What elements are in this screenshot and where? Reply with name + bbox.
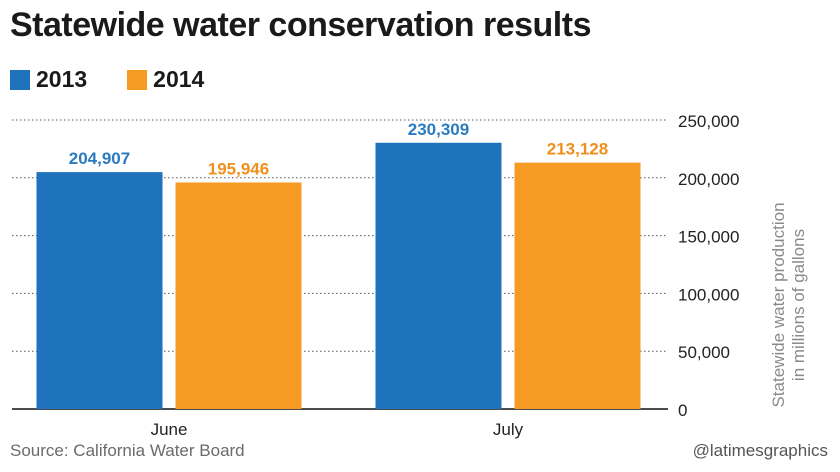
bar-july-2013 — [375, 142, 502, 409]
legend-item-2013: 2013 — [10, 66, 87, 93]
y-axis-label-line-2: in millions of gallons — [789, 229, 808, 381]
chart-title: Statewide water conservation results — [10, 6, 591, 44]
y-tick-label-150000: 150,000 — [678, 228, 739, 247]
y-tick-label-200000: 200,000 — [678, 170, 739, 189]
y-tick-label-250000: 250,000 — [678, 112, 739, 131]
data-label-july-2013: 230,309 — [408, 120, 469, 139]
y-tick-label-50000: 50,000 — [678, 343, 730, 362]
data-label-june-2014: 195,946 — [208, 159, 269, 178]
x-tick-label-july: July — [493, 420, 524, 439]
legend-swatch-2014 — [127, 69, 148, 90]
y-tick-label-0: 0 — [678, 401, 687, 420]
y-tick-label-100000: 100,000 — [678, 285, 739, 304]
source-note: Source: California Water Board — [10, 441, 245, 460]
legend-label-2014: 2014 — [153, 66, 205, 92]
x-tick-label-june: June — [151, 420, 188, 439]
data-label-july-2014: 213,128 — [547, 140, 608, 159]
y-axis-label-line-1: Statewide water production — [769, 202, 788, 407]
legend: 2013 2014 — [10, 66, 244, 93]
y-axis-label: Statewide water production in millions of… — [769, 202, 808, 407]
bar-june-2013 — [36, 172, 163, 409]
legend-swatch-2013 — [10, 69, 30, 90]
legend-label-2013: 2013 — [36, 66, 88, 92]
bar-july-2014 — [514, 162, 641, 409]
data-label-june-2013: 204,907 — [69, 149, 130, 168]
bar-june-2014 — [175, 182, 302, 409]
credit: @latimesgraphics — [692, 441, 828, 460]
legend-item-2014: 2014 — [127, 66, 204, 93]
